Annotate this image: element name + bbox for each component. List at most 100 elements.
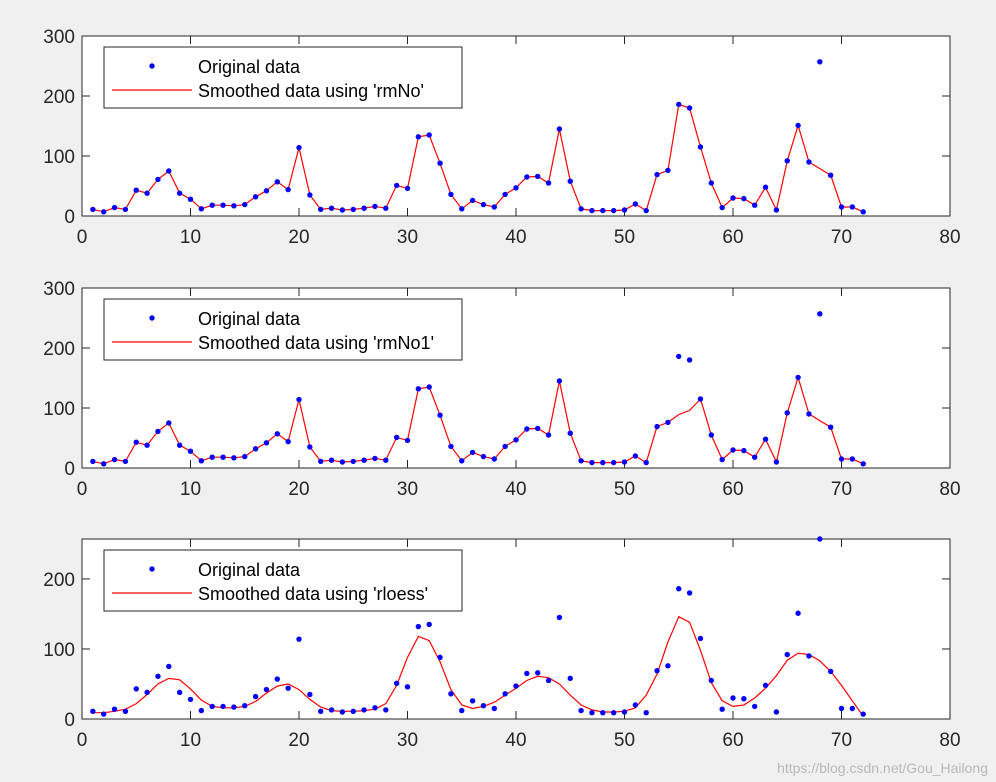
- data-point: [643, 459, 649, 466]
- data-point: [827, 668, 834, 675]
- data-point: [502, 191, 508, 198]
- data-point: [513, 683, 519, 689]
- data-point: [383, 707, 389, 713]
- data-point: [252, 693, 259, 700]
- subplot-2: 0 10 20 30 40 50 60 70 80 0 100 200 300 Original data…: [43, 279, 960, 500]
- data-point: [285, 438, 291, 445]
- data-point: [632, 702, 639, 708]
- data-point: [697, 396, 704, 402]
- data-point: [643, 207, 649, 214]
- data-point: [752, 202, 758, 208]
- x-tick-label: 50: [614, 479, 635, 500]
- y-tick-label: 0: [64, 710, 75, 731]
- data-point: [209, 454, 215, 460]
- data-point: [524, 670, 530, 677]
- data-point: [437, 160, 443, 166]
- subplot-3: 0 10 20 30 40 50 60 70 80 0 100 200 Original data Smo…: [43, 536, 961, 751]
- data-point: [784, 651, 790, 658]
- x-tick-label: 50: [614, 730, 635, 751]
- legend-entry-original: Original data: [198, 309, 301, 329]
- data-point: [187, 196, 194, 202]
- data-point: [708, 677, 714, 684]
- data-point: [111, 456, 118, 463]
- data-point: [111, 706, 118, 712]
- data-point: [404, 684, 411, 690]
- data-point: [849, 456, 856, 462]
- data-point: [393, 680, 400, 686]
- data-point: [719, 456, 725, 463]
- data-point: [220, 703, 226, 710]
- data-point: [524, 174, 530, 180]
- data-point: [654, 667, 660, 674]
- data-point: [220, 202, 226, 208]
- data-point: [480, 702, 487, 709]
- data-point: [209, 202, 215, 208]
- data-point: [686, 590, 693, 596]
- data-point: [827, 172, 834, 178]
- y-tick-label: 200: [43, 87, 75, 108]
- data-point: [610, 207, 617, 214]
- data-point: [838, 705, 845, 712]
- legend-marker-data: [149, 63, 155, 69]
- y-tick-label: 0: [64, 207, 75, 228]
- data-point: [730, 447, 736, 453]
- data-point: [784, 158, 790, 164]
- x-tick-label: 20: [288, 730, 309, 751]
- data-point: [274, 676, 280, 682]
- y-tick-label: 100: [43, 147, 75, 168]
- data-point: [448, 443, 454, 450]
- data-point: [307, 444, 313, 450]
- x-tick-label: 40: [505, 227, 526, 248]
- data-point: [328, 457, 335, 463]
- data-point: [231, 455, 237, 461]
- data-point: [350, 458, 356, 465]
- data-point: [621, 459, 628, 465]
- data-point: [415, 386, 422, 392]
- data-point: [155, 673, 161, 679]
- data-point: [144, 689, 150, 696]
- x-tick-label: 0: [77, 730, 88, 751]
- legend-box: [103, 298, 463, 361]
- data-point: [860, 461, 866, 467]
- data-point: [437, 412, 443, 418]
- y-tick-label: 300: [43, 279, 75, 300]
- data-point: [307, 691, 313, 698]
- data-point: [361, 205, 367, 211]
- data-point: [187, 448, 194, 454]
- data-point: [491, 456, 497, 462]
- data-point: [752, 454, 758, 460]
- data-point: [578, 458, 584, 464]
- data-point: [90, 708, 96, 714]
- data-point: [263, 188, 270, 194]
- data-point: [122, 708, 129, 714]
- data-point: [166, 420, 172, 426]
- data-point: [730, 195, 736, 201]
- data-point: [827, 424, 834, 430]
- data-point: [242, 201, 248, 208]
- data-point: [415, 134, 422, 140]
- legend-entry-original: Original data: [198, 560, 301, 580]
- data-point: [372, 203, 378, 210]
- data-point: [741, 695, 747, 702]
- data-point: [719, 204, 725, 211]
- data-point: [589, 459, 595, 466]
- data-point: [556, 614, 563, 621]
- y-tick-label: 200: [43, 570, 75, 591]
- data-point: [752, 703, 758, 710]
- data-point: [339, 709, 346, 715]
- data-point: [556, 126, 563, 132]
- data-point: [383, 205, 389, 211]
- data-point: [144, 190, 150, 196]
- data-point: [545, 677, 552, 684]
- data-point: [817, 59, 823, 65]
- data-point: [654, 171, 660, 178]
- x-tick-label: 0: [77, 479, 88, 500]
- legend-box: [103, 549, 463, 612]
- data-point: [361, 707, 367, 713]
- data-point: [133, 439, 139, 445]
- data-point: [806, 159, 812, 165]
- data-point: [578, 206, 584, 212]
- data-point: [719, 706, 725, 712]
- data-point: [393, 182, 400, 189]
